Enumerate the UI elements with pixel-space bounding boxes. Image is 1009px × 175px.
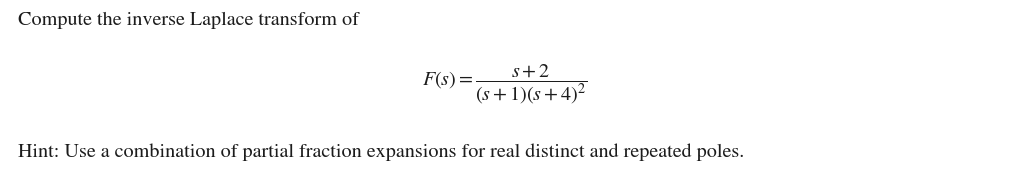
- Text: $F(s) = \dfrac{s+2}{(s+1)(s+4)^{2}}$: $F(s) = \dfrac{s+2}{(s+1)(s+4)^{2}}$: [422, 62, 587, 106]
- Text: Hint: Use a combination of partial fraction expansions for real distinct and rep: Hint: Use a combination of partial fract…: [18, 143, 745, 161]
- Text: Compute the inverse Laplace transform of: Compute the inverse Laplace transform of: [18, 12, 359, 29]
